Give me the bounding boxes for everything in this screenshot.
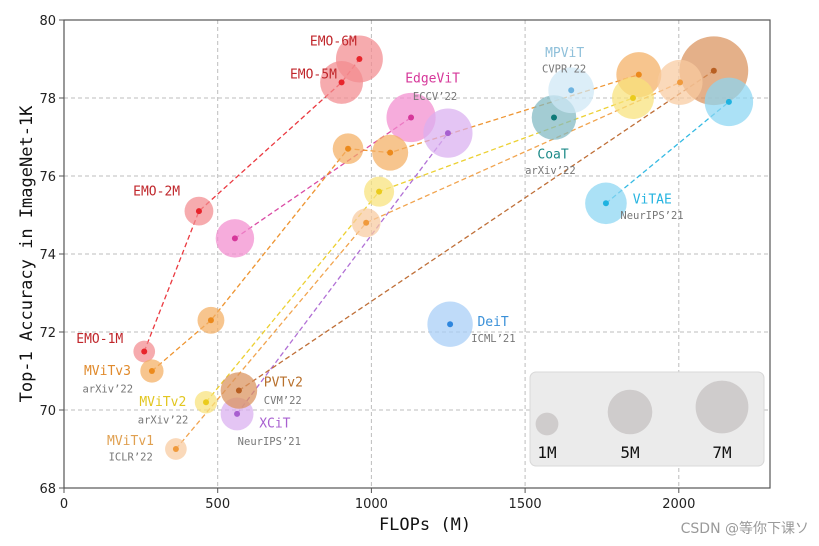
x-tick-label: 2000	[662, 497, 695, 512]
point-mvitv3	[387, 149, 394, 156]
legend-bubble	[535, 412, 559, 436]
point-emo	[338, 79, 345, 86]
point-emo	[141, 348, 148, 355]
model-label: CoaT	[537, 147, 568, 162]
venue-label: ICML’21	[471, 333, 515, 345]
series-line-emo	[143, 58, 360, 352]
point-mvitv2	[376, 188, 383, 195]
model-label: MPViT	[545, 46, 584, 61]
point-coat	[550, 114, 557, 121]
model-label: EMO-1M	[76, 332, 123, 347]
model-label: PVTv2	[264, 376, 303, 391]
point-mvitv3	[148, 368, 155, 374]
y-tick-label: 74	[39, 248, 56, 263]
x-tick-label: 1000	[355, 497, 388, 512]
series-line-vitae	[605, 101, 730, 204]
point-mvitv1	[677, 79, 684, 86]
model-label: EMO-5M	[290, 68, 337, 83]
point-deit	[447, 321, 454, 328]
point-xcit	[234, 410, 241, 417]
venue-label: CVM’22	[264, 395, 302, 407]
legend: 1M 5M 7M	[529, 371, 765, 467]
model-label: EMO-6M	[310, 34, 357, 49]
legend-label: 1M	[537, 443, 556, 462]
point-mvitv1	[172, 446, 179, 452]
x-axis-title: FLOPs (M)	[379, 515, 471, 535]
point-mvitv3	[635, 71, 642, 78]
model-label: EMO-2M	[133, 185, 180, 200]
y-tick-label: 68	[39, 482, 56, 497]
model-label: DeiT	[477, 315, 508, 330]
legend-bubble	[607, 389, 653, 435]
venue-label: arXiv’22	[525, 165, 576, 177]
model-label: MViTv2	[139, 395, 186, 410]
point-mpvit	[568, 87, 575, 94]
point-mvitv2	[629, 95, 636, 101]
y-tick-label: 72	[39, 326, 56, 341]
legend-bubble	[695, 380, 749, 434]
model-label: EdgeViT	[405, 71, 460, 86]
center-dots	[141, 56, 732, 452]
series-line-xcit	[236, 132, 449, 415]
x-tick-label: 0	[60, 497, 68, 512]
y-tick-label: 70	[39, 404, 56, 419]
legend-label: 7M	[712, 443, 731, 462]
annotations: EMO-6M EMO-5M EMO-2M EMO-1M EdgeViT ECCV’22 MV…	[76, 34, 683, 463]
venue-label: ECCV’22	[413, 91, 457, 103]
point-mvitv3	[345, 145, 352, 152]
venue-label: CVPR’22	[542, 64, 586, 76]
y-axis-title: Top-1 Accuracy in ImageNet-1K	[17, 105, 37, 403]
x-tick-label: 500	[205, 497, 230, 512]
point-emo	[356, 56, 363, 62]
point-mvitv3	[207, 317, 214, 324]
point-emo	[195, 208, 202, 215]
model-label: ViTAE	[633, 192, 672, 207]
tick-labels: 0 500 1000 1500 2000 68 70 72 74 76 78 80	[39, 14, 695, 512]
watermark: CSDN @等你下课ソ	[680, 521, 809, 537]
y-tick-label: 78	[39, 92, 56, 107]
y-tick-label: 80	[39, 14, 56, 29]
point-vitae	[602, 200, 609, 207]
venue-label: ICLR’22	[109, 452, 153, 464]
y-tick-label: 76	[39, 170, 56, 185]
venue-label: arXiv’22	[138, 415, 189, 427]
point-vitae	[725, 98, 732, 105]
point-mvitv2	[203, 399, 210, 406]
venue-label: NeurIPS’21	[620, 210, 683, 222]
model-label: MViTv1	[107, 434, 154, 449]
point-pvtv2	[235, 387, 242, 394]
venue-label: NeurIPS’21	[238, 436, 301, 448]
model-label: XCiT	[259, 417, 290, 432]
point-pvtv2	[710, 67, 717, 74]
point-mvitv1	[363, 219, 370, 226]
point-edgevit	[408, 114, 415, 121]
x-tick-label: 1500	[509, 497, 542, 512]
venue-label: arXiv’22	[82, 383, 133, 395]
point-xcit	[444, 130, 451, 137]
legend-label: 5M	[620, 443, 639, 462]
point-edgevit	[231, 235, 238, 242]
model-label: MViTv3	[84, 364, 131, 379]
